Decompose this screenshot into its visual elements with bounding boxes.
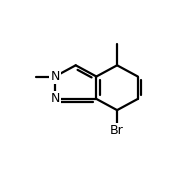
Text: N: N: [50, 70, 60, 83]
Text: Br: Br: [110, 124, 124, 137]
Text: N: N: [50, 92, 60, 105]
